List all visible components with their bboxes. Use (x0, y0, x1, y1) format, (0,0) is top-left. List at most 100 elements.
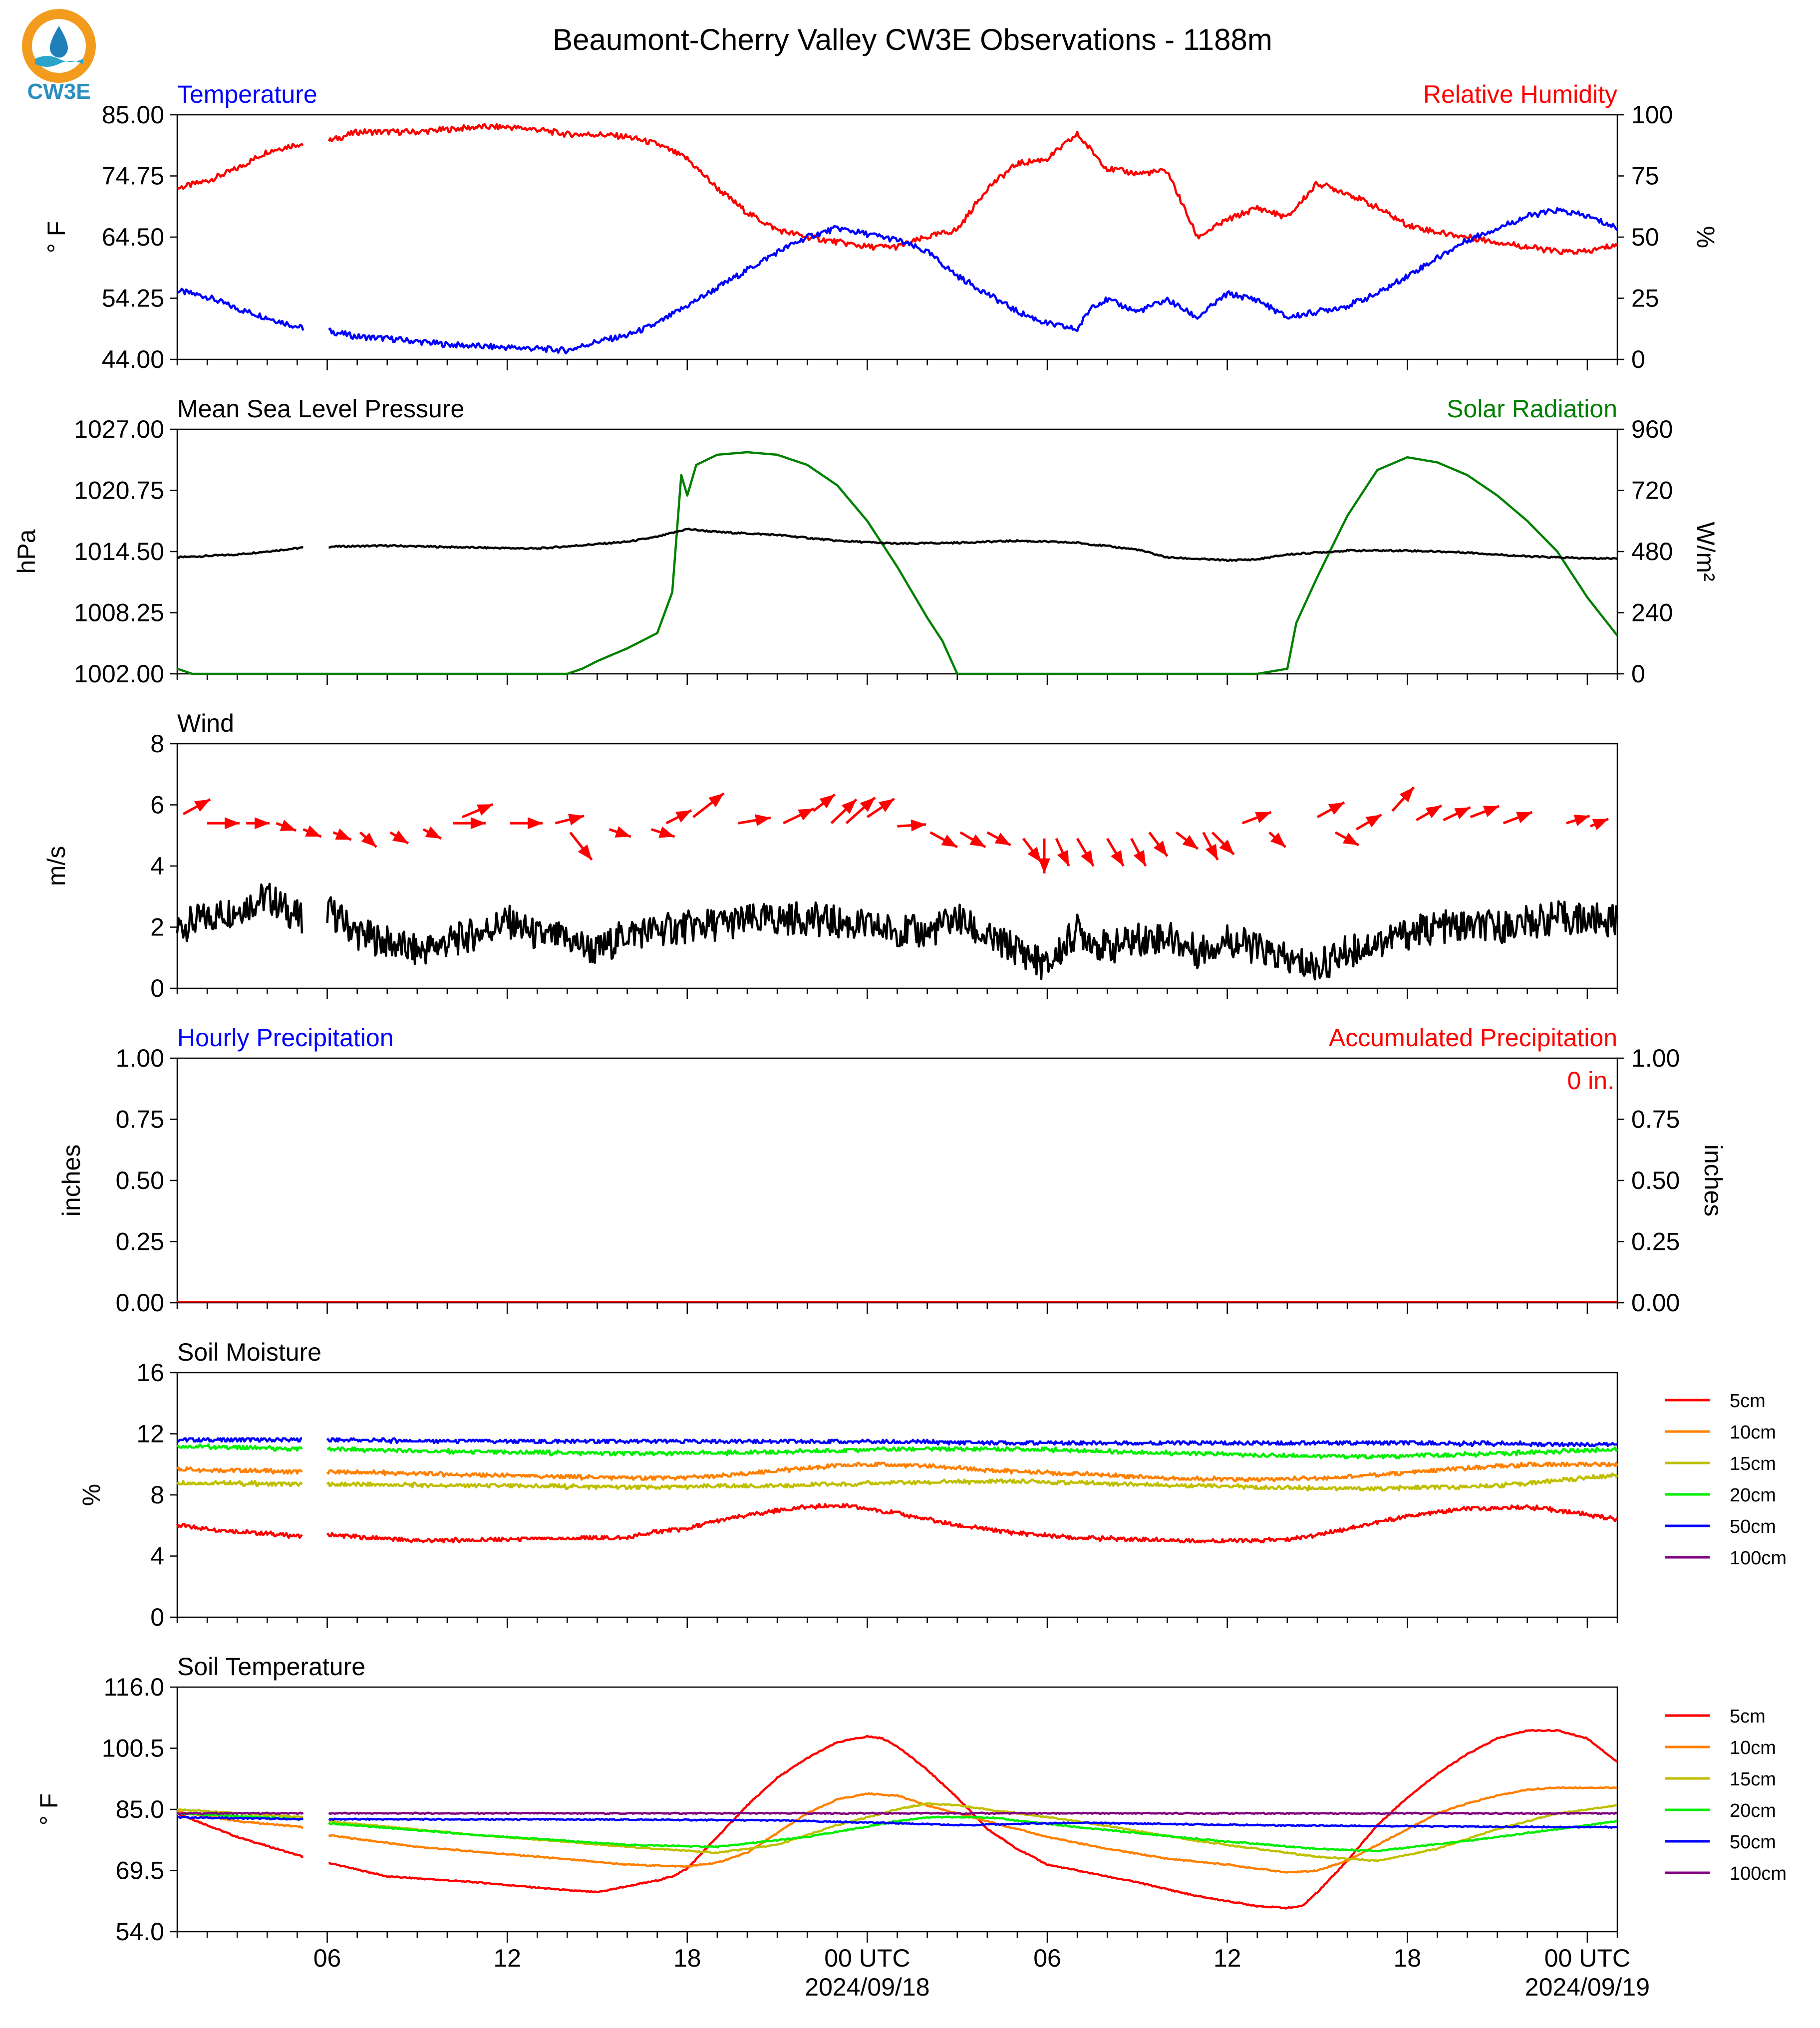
wind-arrow-head (568, 814, 585, 826)
left-tick-label: 0 (150, 974, 164, 1002)
wind-arrow-head (470, 817, 486, 830)
wind-speed-line (176, 882, 1619, 981)
legend-label: 50cm (1730, 1516, 1776, 1537)
legend-label: 20cm (1730, 1485, 1776, 1506)
wind-arrow-head (1027, 847, 1041, 863)
wind-arrow-head (708, 793, 724, 808)
left-axis-label: inches (57, 1145, 85, 1217)
x-tick-label: 12 (493, 1944, 521, 1972)
wind-arrow-head (994, 833, 1011, 846)
wind-arrow-head (878, 799, 895, 813)
panel-title-right: Solar Radiation (1447, 395, 1617, 423)
left-tick-label: 85.00 (102, 101, 164, 129)
wind-arrow-head (969, 834, 986, 848)
wind-arrow-head (280, 820, 297, 831)
wind-arrow-head (658, 826, 675, 838)
wind-arrow-head (614, 826, 631, 838)
left-tick-label: 1014.50 (74, 538, 164, 566)
left-tick-label: 69.5 (116, 1857, 164, 1885)
wind-arrow-head (225, 817, 240, 830)
wind-arrow-head (1133, 850, 1146, 866)
x-tick-label: 00 UTC (1544, 1944, 1630, 1972)
left-tick-label: 100.5 (102, 1735, 164, 1762)
left-tick-label: 0.75 (116, 1106, 164, 1134)
right-tick-label: 960 (1631, 415, 1673, 443)
legend-label: 100cm (1730, 1863, 1787, 1884)
wind-arrow-head (1573, 815, 1590, 826)
precip-total-label: 0 in. (1567, 1067, 1614, 1095)
wind-arrow-head (476, 804, 493, 816)
left-tick-label: 54.0 (116, 1918, 164, 1946)
wind-arrow-head (1038, 858, 1051, 873)
wind-arrow-head (1205, 844, 1218, 860)
wind-arrow-head (819, 794, 835, 809)
wind-arrow-head (194, 799, 211, 812)
wind-arrow-head (1270, 832, 1286, 848)
left-tick-label: 12 (136, 1420, 164, 1448)
panel-precip: 0.00 0.25 0.50 0.75 1.00 0.00 0.25 0.50 0.75 1.00… (57, 1024, 1727, 1317)
right-tick-label: 0.75 (1631, 1106, 1680, 1134)
legend-label: 15cm (1730, 1453, 1776, 1474)
wind-arrow-head (305, 825, 321, 837)
x-date-label: 2024/09/19 (1525, 1973, 1650, 2001)
wind-arrow-head (1425, 805, 1442, 819)
x-tick-label: 06 (1033, 1944, 1061, 1972)
wind-arrow-head (910, 819, 926, 832)
wind-arrow-head (1365, 815, 1382, 828)
panel-wind: 0 2 4 6 8 Wind m/s (42, 709, 1619, 1002)
plot-frame (176, 114, 1618, 360)
right-tick-label: 480 (1631, 538, 1673, 566)
panel-title-left: Mean Sea Level Pressure (177, 395, 464, 423)
wind-arrow-head (1592, 819, 1608, 831)
logo-wave-icon (35, 56, 83, 67)
wind-arrow-head (1182, 835, 1198, 849)
right-tick-label: 0.00 (1631, 1289, 1680, 1317)
right-tick-label: 75 (1631, 162, 1659, 190)
wind-arrow-head (1255, 812, 1271, 824)
wind-arrow-head (578, 844, 592, 860)
panel-title-left: Soil Moisture (177, 1338, 321, 1366)
wind-arrow-head (675, 810, 692, 823)
plot-frame (176, 1057, 1618, 1304)
left-tick-label: 8 (150, 730, 164, 758)
pressure-line (176, 528, 1618, 563)
left-tick-label: 8 (150, 1481, 164, 1509)
right-tick-label: 0.25 (1631, 1228, 1680, 1256)
left-tick-label: 54.25 (102, 285, 164, 312)
left-tick-label: 4 (150, 852, 164, 880)
right-tick-label: 100 (1631, 101, 1673, 129)
wind-arrow-head (425, 826, 441, 839)
soil-temperature-line (176, 1811, 1618, 1815)
soil-moisture-line (176, 1461, 1619, 1482)
left-tick-label: 74.75 (102, 162, 164, 190)
left-tick-label: 85.0 (116, 1795, 164, 1823)
left-axis-label: ° F (42, 221, 70, 253)
panel-title-right: Relative Humidity (1423, 80, 1617, 108)
wind-arrow-head (1057, 850, 1069, 866)
left-tick-label: 1008.25 (74, 599, 164, 627)
wind-arrow-head (1516, 812, 1532, 824)
left-tick-label: 0.25 (116, 1228, 164, 1256)
right-tick-label: 25 (1631, 285, 1659, 312)
panel-title-left: Wind (177, 709, 234, 737)
left-axis-label: ° F (35, 1793, 63, 1825)
plot-frame (176, 1372, 1618, 1618)
right-tick-label: 1.00 (1631, 1044, 1680, 1072)
wind-arrow-head (860, 797, 876, 812)
x-tick-label: 18 (1393, 1944, 1421, 1972)
x-tick-label: 18 (673, 1944, 701, 1972)
panel-soil-temperature: 54.0 69.5 85.0 100.5 116.0 Soil Temperature ° … (35, 1653, 1787, 2001)
left-tick-label: 6 (150, 791, 164, 819)
x-tick-label: 00 UTC (824, 1944, 910, 1972)
soil-moisture-line (176, 1503, 1618, 1544)
right-tick-label: 240 (1631, 599, 1673, 627)
wind-arrow-head (1153, 841, 1168, 857)
left-tick-label: 2 (150, 913, 164, 941)
soil-moisture-line (176, 1472, 1618, 1492)
panel-title-right: Accumulated Precipitation (1329, 1024, 1617, 1052)
wind-arrow-head (1219, 839, 1234, 855)
legend-label: 20cm (1730, 1800, 1776, 1821)
wind-arrow-head (255, 817, 270, 830)
legend-label: 5cm (1730, 1706, 1766, 1727)
right-axis-label: W/m² (1692, 522, 1720, 581)
